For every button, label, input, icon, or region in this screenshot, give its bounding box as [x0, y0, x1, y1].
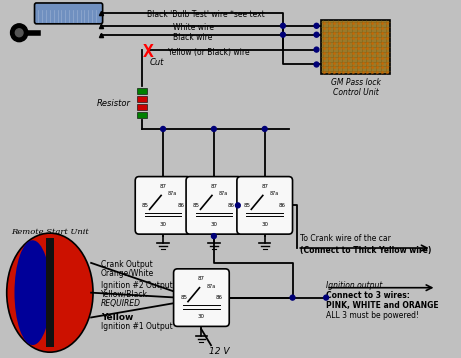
- Text: 86: 86: [177, 203, 184, 208]
- Text: Control Unit: Control Unit: [333, 88, 378, 97]
- Bar: [137, 112, 147, 118]
- FancyBboxPatch shape: [174, 269, 229, 326]
- Text: Cut: Cut: [149, 58, 164, 67]
- Text: Black wire: Black wire: [172, 33, 212, 42]
- Text: 86: 86: [215, 295, 223, 300]
- Text: 30: 30: [198, 314, 205, 319]
- Text: 87: 87: [198, 276, 205, 281]
- Text: 30: 30: [210, 222, 218, 227]
- Text: 86: 86: [228, 203, 235, 208]
- Text: 85: 85: [180, 295, 187, 300]
- Text: Black 'Bulb Test' wire *see text: Black 'Bulb Test' wire *see text: [148, 10, 265, 19]
- Circle shape: [314, 23, 319, 28]
- Circle shape: [281, 23, 285, 28]
- Text: 87a: 87a: [270, 192, 279, 197]
- Text: (Connect to Thick Yellow wire): (Connect to Thick Yellow wire): [300, 246, 431, 255]
- Ellipse shape: [7, 233, 93, 352]
- Circle shape: [15, 29, 23, 37]
- Text: Yellow (or Black) wire: Yellow (or Black) wire: [168, 48, 249, 57]
- Text: 87: 87: [160, 184, 166, 189]
- Text: REQUIRED: REQUIRED: [100, 299, 141, 308]
- Text: ALL 3 must be powered!: ALL 3 must be powered!: [326, 310, 419, 320]
- FancyBboxPatch shape: [237, 176, 293, 234]
- Text: Crank Output: Crank Output: [100, 260, 153, 269]
- Text: Ignition #2 Output: Ignition #2 Output: [100, 281, 172, 290]
- Text: Resistor: Resistor: [96, 99, 130, 108]
- Circle shape: [236, 203, 240, 208]
- Circle shape: [212, 126, 216, 131]
- Circle shape: [281, 32, 285, 37]
- FancyBboxPatch shape: [186, 176, 242, 234]
- Text: 85: 85: [243, 203, 251, 208]
- FancyBboxPatch shape: [135, 176, 191, 234]
- Text: To Crank wire of the car: To Crank wire of the car: [300, 234, 391, 243]
- Text: Orange/White: Orange/White: [100, 269, 154, 278]
- Text: X: X: [143, 43, 154, 61]
- Circle shape: [212, 234, 216, 238]
- Text: Ignition #1 Output: Ignition #1 Output: [100, 323, 172, 332]
- Circle shape: [314, 62, 319, 67]
- Bar: [137, 104, 147, 110]
- Text: White wire: White wire: [172, 23, 213, 32]
- FancyBboxPatch shape: [35, 3, 103, 24]
- Circle shape: [324, 295, 329, 300]
- Text: 30: 30: [261, 222, 268, 227]
- Text: Ignition output: Ignition output: [326, 281, 383, 290]
- Bar: [46, 238, 54, 347]
- Circle shape: [262, 126, 267, 131]
- Circle shape: [314, 32, 319, 37]
- Text: PINK, WHITE and ORANGE: PINK, WHITE and ORANGE: [326, 301, 439, 310]
- Text: Remote Start Unit: Remote Start Unit: [11, 228, 89, 236]
- Circle shape: [160, 126, 165, 131]
- Text: 30: 30: [160, 222, 166, 227]
- Text: 87: 87: [210, 184, 218, 189]
- Text: 12 V: 12 V: [209, 347, 230, 356]
- Circle shape: [290, 295, 295, 300]
- Text: Yellow: Yellow: [100, 313, 133, 321]
- Bar: [137, 96, 147, 102]
- Text: 87a: 87a: [168, 192, 177, 197]
- Circle shape: [314, 47, 319, 52]
- Text: 85: 85: [142, 203, 149, 208]
- Bar: [137, 88, 147, 94]
- Text: 87a: 87a: [219, 192, 228, 197]
- Ellipse shape: [14, 240, 51, 345]
- Text: 85: 85: [193, 203, 200, 208]
- Text: Connect to 3 wires:: Connect to 3 wires:: [326, 291, 410, 300]
- Text: Yellow/Black: Yellow/Black: [100, 290, 148, 299]
- Text: 87a: 87a: [207, 284, 216, 289]
- Text: GM Pass lock: GM Pass lock: [331, 78, 381, 87]
- Bar: [321, 20, 390, 74]
- Text: 87: 87: [261, 184, 268, 189]
- Circle shape: [11, 24, 28, 42]
- Text: 86: 86: [279, 203, 286, 208]
